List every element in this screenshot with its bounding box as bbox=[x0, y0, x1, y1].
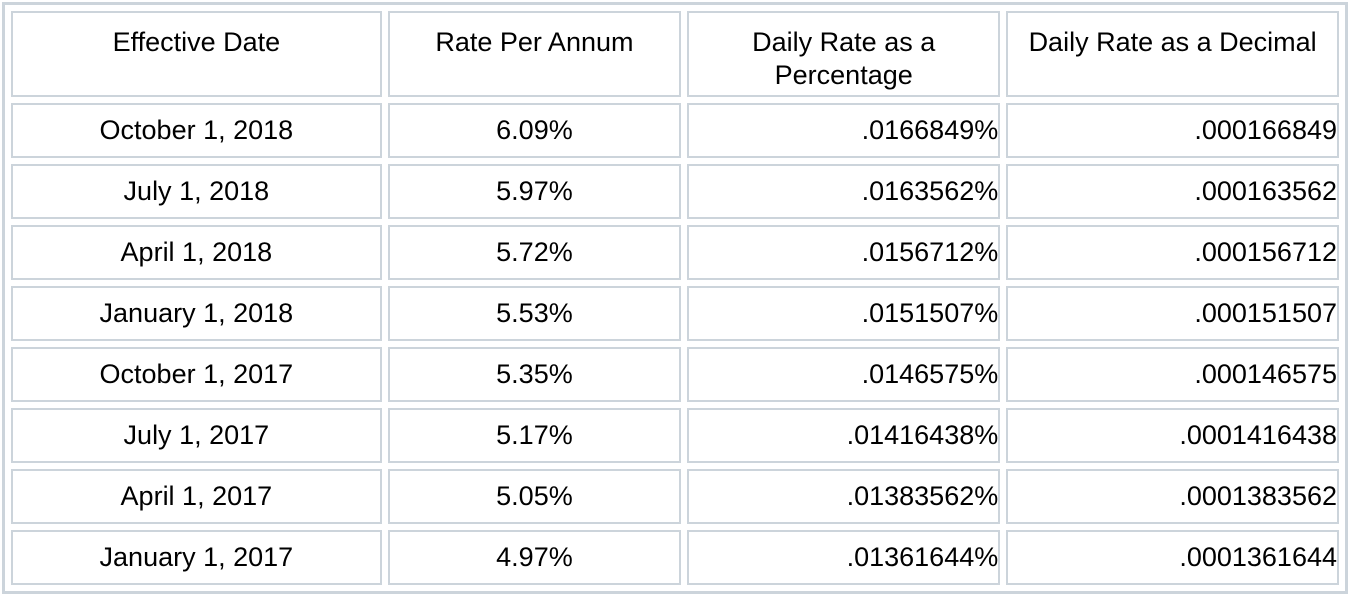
cell-rate-per-annum: 5.17% bbox=[387, 408, 682, 463]
table-row: October 1, 2018 6.09% .0166849% .0001668… bbox=[11, 103, 1339, 158]
cell-effective-date: July 1, 2018 bbox=[11, 164, 382, 219]
column-header-rate-per-annum: Rate Per Annum bbox=[387, 11, 682, 97]
table-row: January 1, 2018 5.53% .0151507% .0001515… bbox=[11, 286, 1339, 341]
cell-daily-rate-percentage: .0151507% bbox=[687, 286, 1001, 341]
cell-daily-rate-percentage: .0156712% bbox=[687, 225, 1001, 280]
cell-daily-rate-percentage: .0163562% bbox=[687, 164, 1001, 219]
cell-effective-date: April 1, 2017 bbox=[11, 469, 382, 524]
header-row: Effective Date Rate Per Annum Daily Rate… bbox=[11, 11, 1339, 97]
table-row: October 1, 2017 5.35% .0146575% .0001465… bbox=[11, 347, 1339, 402]
cell-effective-date: October 1, 2018 bbox=[11, 103, 382, 158]
column-header-effective-date: Effective Date bbox=[11, 11, 382, 97]
column-header-daily-rate-decimal: Daily Rate as a Decimal bbox=[1006, 11, 1339, 97]
cell-daily-rate-decimal: .000166849 bbox=[1006, 103, 1339, 158]
cell-daily-rate-percentage: .01361644% bbox=[687, 530, 1001, 585]
cell-rate-per-annum: 6.09% bbox=[387, 103, 682, 158]
cell-effective-date: April 1, 2018 bbox=[11, 225, 382, 280]
cell-rate-per-annum: 5.97% bbox=[387, 164, 682, 219]
cell-daily-rate-decimal: .000163562 bbox=[1006, 164, 1339, 219]
cell-rate-per-annum: 4.97% bbox=[387, 530, 682, 585]
cell-daily-rate-decimal: .0001416438 bbox=[1006, 408, 1339, 463]
cell-daily-rate-decimal: .0001361644 bbox=[1006, 530, 1339, 585]
table-row: January 1, 2017 4.97% .01361644% .000136… bbox=[11, 530, 1339, 585]
cell-daily-rate-decimal: .000146575 bbox=[1006, 347, 1339, 402]
cell-rate-per-annum: 5.05% bbox=[387, 469, 682, 524]
table-row: April 1, 2017 5.05% .01383562% .00013835… bbox=[11, 469, 1339, 524]
cell-daily-rate-percentage: .01416438% bbox=[687, 408, 1001, 463]
table-row: April 1, 2018 5.72% .0156712% .000156712 bbox=[11, 225, 1339, 280]
cell-effective-date: October 1, 2017 bbox=[11, 347, 382, 402]
cell-daily-rate-percentage: .0166849% bbox=[687, 103, 1001, 158]
cell-rate-per-annum: 5.72% bbox=[387, 225, 682, 280]
cell-daily-rate-percentage: .0146575% bbox=[687, 347, 1001, 402]
cell-daily-rate-decimal: .000156712 bbox=[1006, 225, 1339, 280]
cell-daily-rate-percentage: .01383562% bbox=[687, 469, 1001, 524]
cell-effective-date: January 1, 2017 bbox=[11, 530, 382, 585]
column-header-daily-rate-percentage: Daily Rate as a Percentage bbox=[687, 11, 1001, 97]
cell-daily-rate-decimal: .000151507 bbox=[1006, 286, 1339, 341]
cell-effective-date: January 1, 2018 bbox=[11, 286, 382, 341]
cell-effective-date: July 1, 2017 bbox=[11, 408, 382, 463]
cell-rate-per-annum: 5.53% bbox=[387, 286, 682, 341]
table-row: July 1, 2018 5.97% .0163562% .000163562 bbox=[11, 164, 1339, 219]
cell-rate-per-annum: 5.35% bbox=[387, 347, 682, 402]
table-row: July 1, 2017 5.17% .01416438% .000141643… bbox=[11, 408, 1339, 463]
cell-daily-rate-decimal: .0001383562 bbox=[1006, 469, 1339, 524]
